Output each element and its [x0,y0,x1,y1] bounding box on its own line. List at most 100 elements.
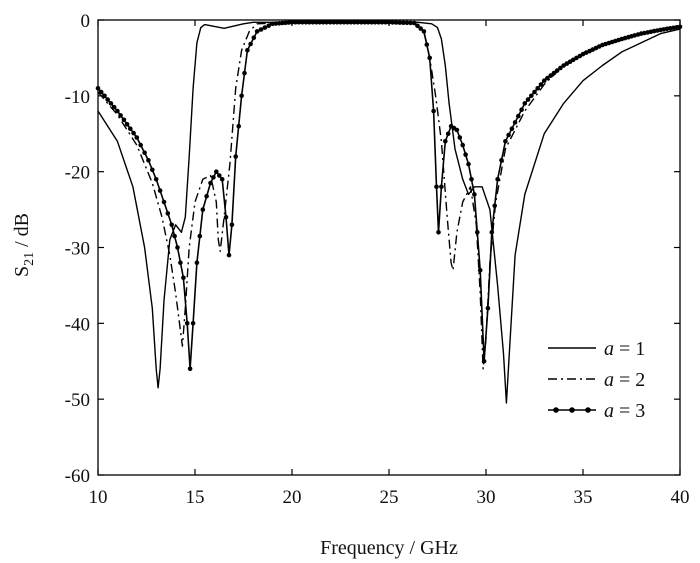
data-point [208,180,213,186]
legend-label-value: = 3 [614,400,645,422]
series-1 [97,21,681,404]
data-point [245,48,250,53]
data-point [131,130,136,136]
y-axis-label-main: S [11,266,33,277]
data-point [157,188,163,193]
data-point [289,20,295,25]
data-point [352,20,357,25]
data-point [248,41,253,47]
y-tick-label: -30 [65,239,90,260]
data-point [519,107,524,112]
data-point [365,20,371,25]
data-point [418,26,424,31]
data-point [229,222,235,228]
data-point [320,20,326,25]
data-point [415,23,420,29]
data-point [411,20,417,26]
x-tick-label: 35 [574,487,593,508]
data-point [386,20,392,25]
data-point [372,20,378,25]
data-point [551,70,557,76]
data-point [175,245,180,250]
data-point [512,120,518,125]
data-point [348,20,354,25]
data-point [150,167,155,173]
data-point [124,122,130,127]
y-axis-ticks: 0 -10 -20 -30 -40 -50 -60 [65,11,680,487]
data-point [475,230,480,235]
data-point [239,93,244,99]
data-point [327,20,333,25]
data-point [293,20,298,25]
y-tick-label: 0 [81,11,91,32]
x-tick-label: 40 [671,487,690,508]
data-point [153,177,159,182]
data-point [165,211,171,216]
plot-frame [97,19,681,476]
data-point [217,173,222,178]
data-point [545,75,550,81]
data-point [134,135,140,140]
data-point [404,20,410,26]
data-point [460,142,466,148]
series-2 [97,21,681,370]
data-point [390,20,395,25]
data-point [169,222,174,228]
data-point [194,260,200,266]
data-point [98,89,104,95]
legend-marker [585,407,591,413]
data-point [341,20,347,25]
data-point [376,20,381,25]
data-point [314,20,319,25]
x-tick-label: 15 [186,487,205,508]
data-point [434,184,439,190]
data-point [172,233,177,239]
data-point [383,20,388,25]
data-point [310,20,316,25]
data-point [102,93,107,99]
y-tick-label: -20 [65,163,90,184]
data-point [489,230,495,235]
series-layer [95,20,683,404]
data-point [522,101,528,106]
data-point [421,29,427,34]
data-point [541,78,547,83]
data-point [495,177,500,182]
data-point [184,321,190,326]
plot-border [97,19,681,476]
data-point [439,184,444,190]
data-point [345,20,350,25]
data-point [503,139,508,144]
data-point [525,97,531,102]
legend-label: a = 3 [604,400,645,422]
data-point [466,161,471,167]
data-point [214,169,219,174]
data-point [369,20,375,25]
data-point [115,108,120,114]
data-point [187,366,193,372]
data-point [204,194,209,199]
data-point [324,20,329,25]
data-point [197,233,203,239]
data-point [242,70,247,76]
data-point [338,20,343,25]
data-point [219,177,225,182]
data-point [331,20,336,25]
data-point [463,152,468,157]
data-point [379,20,385,25]
data-point [262,25,268,30]
legend-item-3: a = 3 [548,400,645,422]
y-tick-label: -50 [65,390,90,411]
data-point [359,20,364,25]
data-point [532,89,537,95]
data-point [477,268,483,273]
data-point [443,139,448,144]
data-point [393,20,399,25]
data-point [233,154,238,159]
data-point [142,150,147,155]
series-line [97,21,681,404]
data-point [146,158,151,163]
data-point [226,252,232,258]
data-point [138,142,143,148]
data-point [181,275,186,281]
